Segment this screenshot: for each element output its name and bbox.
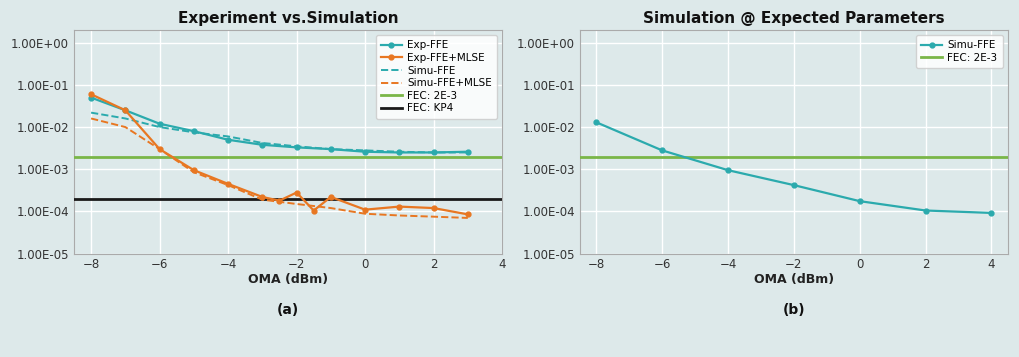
Simu-FFE <box>256 141 268 145</box>
FEC: 2E-3: (1, 0.002): 2E-3: (1, 0.002) <box>887 155 899 159</box>
Exp-FFE+MLSE <box>85 92 97 96</box>
Exp-FFE <box>154 122 166 126</box>
FEC: 2E-3: (0, 0.002): 2E-3: (0, 0.002) <box>359 155 371 159</box>
Exp-FFE+MLSE <box>187 168 200 172</box>
FEC: KP4: (1, 0.0002): KP4: (1, 0.0002) <box>393 197 406 201</box>
Line: Exp-FFE: Exp-FFE <box>89 95 470 155</box>
Exp-FFE <box>325 147 337 151</box>
Simu-FFE+MLSE <box>393 213 406 218</box>
X-axis label: OMA (dBm): OMA (dBm) <box>248 273 328 286</box>
Exp-FFE <box>85 95 97 100</box>
FEC: 2E-3: (0, 0.002): 2E-3: (0, 0.002) <box>854 155 866 159</box>
Exp-FFE+MLSE <box>222 182 234 186</box>
Simu-FFE <box>85 111 97 115</box>
Exp-FFE <box>119 108 131 112</box>
Exp-FFE+MLSE <box>427 206 439 210</box>
Text: (a): (a) <box>277 303 300 317</box>
Simu-FFE <box>393 150 406 154</box>
Simu-FFE <box>854 199 866 203</box>
Simu-FFE <box>788 183 800 187</box>
Simu-FFE <box>656 148 668 152</box>
Simu-FFE+MLSE <box>119 125 131 129</box>
Simu-FFE+MLSE <box>462 216 474 220</box>
Legend: Simu-FFE, FEC: 2E-3: Simu-FFE, FEC: 2E-3 <box>916 35 1003 68</box>
Exp-FFE+MLSE <box>256 195 268 199</box>
Simu-FFE <box>222 134 234 139</box>
Line: Simu-FFE: Simu-FFE <box>91 113 468 152</box>
Simu-FFE <box>427 150 439 155</box>
Simu-FFE <box>985 211 998 215</box>
Simu-FFE+MLSE <box>290 202 303 206</box>
Exp-FFE+MLSE <box>325 195 337 199</box>
Exp-FFE <box>187 129 200 133</box>
Simu-FFE <box>359 148 371 152</box>
Exp-FFE+MLSE <box>290 190 303 195</box>
Line: Simu-FFE+MLSE: Simu-FFE+MLSE <box>91 119 468 218</box>
Exp-FFE <box>462 150 474 154</box>
Simu-FFE+MLSE <box>187 170 200 174</box>
Title: Experiment vs.Simulation: Experiment vs.Simulation <box>177 11 398 26</box>
Simu-FFE+MLSE <box>427 215 439 219</box>
Line: Exp-FFE+MLSE: Exp-FFE+MLSE <box>89 92 470 217</box>
Text: (b): (b) <box>783 303 805 317</box>
Simu-FFE <box>154 125 166 129</box>
Simu-FFE <box>119 116 131 121</box>
FEC: KP4: (0, 0.0002): KP4: (0, 0.0002) <box>359 197 371 201</box>
Exp-FFE+MLSE <box>308 208 320 213</box>
Simu-FFE <box>325 147 337 151</box>
Legend: Exp-FFE, Exp-FFE+MLSE, Simu-FFE, Simu-FFE+MLSE, FEC: 2E-3, FEC: KP4: Exp-FFE, Exp-FFE+MLSE, Simu-FFE, Simu-FF… <box>376 35 497 119</box>
Exp-FFE+MLSE <box>359 207 371 212</box>
Simu-FFE+MLSE <box>325 206 337 210</box>
Simu-FFE+MLSE <box>85 116 97 121</box>
Simu-FFE <box>721 168 734 172</box>
Simu-FFE+MLSE <box>222 183 234 187</box>
Simu-FFE+MLSE <box>359 212 371 216</box>
Simu-FFE <box>919 208 931 213</box>
Title: Simulation @ Expected Parameters: Simulation @ Expected Parameters <box>643 11 945 26</box>
Exp-FFE+MLSE <box>462 212 474 216</box>
Exp-FFE <box>222 138 234 142</box>
Line: Simu-FFE: Simu-FFE <box>594 120 994 215</box>
Simu-FFE <box>187 130 200 135</box>
Simu-FFE+MLSE <box>256 197 268 202</box>
Exp-FFE <box>359 150 371 154</box>
Simu-FFE <box>462 150 474 155</box>
Exp-FFE <box>393 150 406 155</box>
FEC: 2E-3: (1, 0.002): 2E-3: (1, 0.002) <box>393 155 406 159</box>
Exp-FFE <box>427 150 439 155</box>
Simu-FFE <box>290 144 303 149</box>
Exp-FFE <box>256 143 268 147</box>
Exp-FFE <box>290 145 303 150</box>
Exp-FFE+MLSE <box>154 147 166 151</box>
Exp-FFE+MLSE <box>273 198 285 203</box>
X-axis label: OMA (dBm): OMA (dBm) <box>754 273 834 286</box>
Simu-FFE <box>590 120 602 124</box>
Exp-FFE+MLSE <box>119 108 131 112</box>
Simu-FFE+MLSE <box>154 147 166 151</box>
Exp-FFE+MLSE <box>393 205 406 209</box>
